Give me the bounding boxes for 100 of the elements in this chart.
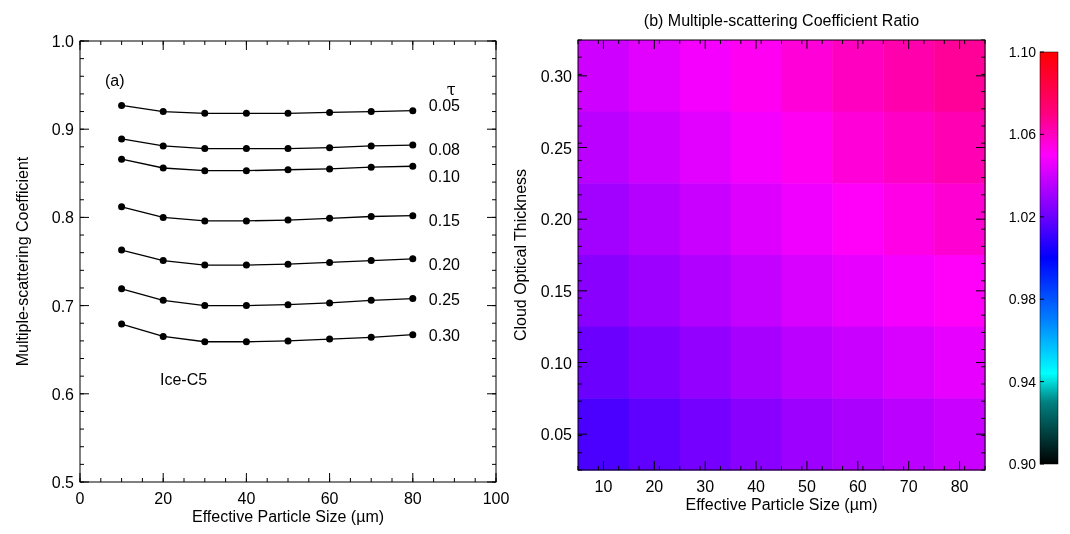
x-tick-label: 10 xyxy=(594,478,613,495)
point xyxy=(326,299,334,307)
x-tick-label: 0 xyxy=(75,490,85,507)
point xyxy=(201,338,209,346)
x-tick-label: 20 xyxy=(154,490,173,507)
point xyxy=(409,255,417,263)
point xyxy=(201,302,209,310)
color-bar-label: 0.94 xyxy=(1008,373,1037,390)
point xyxy=(326,165,334,173)
point xyxy=(159,142,167,150)
point xyxy=(159,108,167,116)
point xyxy=(367,213,375,221)
color-bar-label: 0.90 xyxy=(1008,456,1037,472)
x-tick-label: 60 xyxy=(320,490,339,507)
y-axis-title: Cloud Optical Thickness xyxy=(512,168,529,342)
point xyxy=(409,331,417,339)
point xyxy=(118,135,126,143)
y-tick-label: 0.25 xyxy=(540,139,573,157)
point xyxy=(367,142,375,150)
point xyxy=(201,261,209,269)
point xyxy=(367,257,375,265)
point xyxy=(118,320,126,328)
point xyxy=(242,261,250,269)
legend-label: 0.20 xyxy=(428,255,461,273)
y-tick-label: 0.20 xyxy=(540,211,573,229)
point xyxy=(242,217,250,225)
point xyxy=(118,101,126,109)
x-tick-label: 50 xyxy=(798,478,816,495)
point xyxy=(326,144,334,152)
y-tick-label: 0.10 xyxy=(540,354,573,372)
point xyxy=(284,145,292,153)
point xyxy=(118,285,126,293)
point xyxy=(409,162,417,170)
y-tick-label: 0.05 xyxy=(540,426,573,444)
point xyxy=(367,163,375,171)
point xyxy=(409,295,417,303)
color-bar-label: 0.98 xyxy=(1008,291,1037,308)
x-tick-label: 70 xyxy=(899,478,918,495)
point xyxy=(118,155,126,163)
x-tick-label: 40 xyxy=(747,478,766,495)
point xyxy=(159,164,167,172)
x-tick-label: 60 xyxy=(848,478,867,495)
point xyxy=(159,213,167,221)
x-tick-label: 100 xyxy=(482,490,510,507)
color-bar-label: 1.02 xyxy=(1008,208,1037,225)
point xyxy=(284,216,292,224)
point xyxy=(159,296,167,304)
legend-label: 0.25 xyxy=(428,290,461,308)
legend-label: 0.10 xyxy=(428,168,461,186)
y-tick-label: 0.7 xyxy=(51,297,75,315)
point xyxy=(409,212,417,220)
point xyxy=(118,203,126,211)
point xyxy=(326,258,334,266)
point xyxy=(409,141,417,149)
point xyxy=(201,145,209,153)
point xyxy=(242,338,250,346)
annotation: Ice-C5 xyxy=(160,371,208,388)
point xyxy=(284,260,292,268)
y-tick-label: 0.5 xyxy=(51,474,75,491)
point xyxy=(326,335,334,343)
color-bar-label: 1.06 xyxy=(1008,126,1037,143)
point xyxy=(159,257,167,265)
x-axis-title: Effective Particle Size (µm) xyxy=(685,496,878,513)
legend-label: 0.05 xyxy=(428,96,461,114)
point xyxy=(367,296,375,304)
y-tick-label: 1.0 xyxy=(51,33,75,50)
point xyxy=(201,109,209,117)
point xyxy=(284,337,292,345)
point xyxy=(284,301,292,309)
x-tick-label: 80 xyxy=(950,478,969,495)
y-tick-label: 0.9 xyxy=(51,121,75,139)
x-axis-title: Effective Particle Size (µm) xyxy=(191,508,385,525)
point xyxy=(367,333,375,341)
point xyxy=(159,332,167,340)
point xyxy=(326,108,334,116)
legend-label: 0.15 xyxy=(428,211,461,229)
point xyxy=(409,107,417,115)
x-tick-label: 20 xyxy=(645,478,664,495)
legend-label: 0.08 xyxy=(428,141,461,159)
y-axis-title: Multiple-scattering Coefficient xyxy=(14,156,31,367)
chart-title: (b) Multiple-scattering Coefficient Ratio xyxy=(643,12,920,29)
x-tick-label: 80 xyxy=(403,490,422,507)
point xyxy=(201,167,209,175)
point xyxy=(118,246,126,254)
point xyxy=(284,166,292,174)
color-bar-label: 1.10 xyxy=(1008,44,1037,60)
point xyxy=(201,217,209,225)
point xyxy=(367,108,375,116)
point xyxy=(242,167,250,175)
point xyxy=(242,109,250,117)
point xyxy=(242,302,250,310)
x-tick-label: 40 xyxy=(237,490,256,507)
y-tick-label: 0.8 xyxy=(51,209,75,227)
legend-title: τ xyxy=(446,79,456,99)
y-tick-label: 0.15 xyxy=(540,282,573,300)
point xyxy=(326,214,334,222)
point xyxy=(242,145,250,153)
y-tick-label: 0.30 xyxy=(540,67,573,85)
annotation: (a) xyxy=(105,72,125,89)
legend-label: 0.30 xyxy=(428,326,461,344)
